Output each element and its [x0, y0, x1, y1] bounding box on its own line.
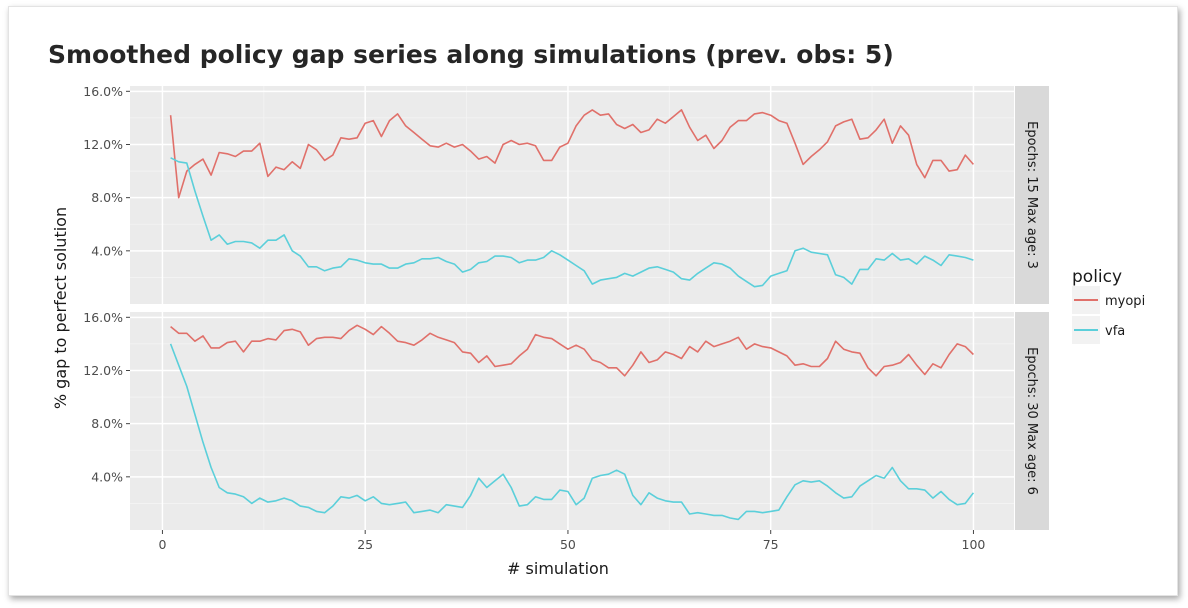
y-tick-label: 12.0% [83, 363, 123, 378]
legend-item-myopi: myopi [1072, 286, 1145, 314]
x-tick-label: 25 [357, 537, 373, 552]
facet-strip [1015, 312, 1049, 530]
y-axis-title: % gap to perfect solution [51, 207, 70, 409]
series-line-myopi [170, 324, 974, 377]
chart-title: Smoothed policy gap series along simulat… [48, 40, 894, 69]
y-tick-label: 8.0% [91, 190, 123, 205]
facet-strip-label: Epochs: 15 Max age: 3 [1024, 121, 1039, 269]
x-tick-label: 0 [158, 537, 166, 552]
y-tick-label: 12.0% [83, 137, 123, 152]
y-tick-label: 16.0% [83, 84, 123, 99]
y-tick-label: 4.0% [91, 469, 123, 484]
facet-panel-2: 4.0% 8.0% 12.0% 16.0% Epochs: 30 Max age: 6 [83, 310, 1049, 530]
legend-item-vfa: vfa [1072, 316, 1125, 344]
legend-label: myopi [1105, 294, 1145, 309]
x-tick-label: 50 [560, 537, 576, 552]
series-line-myopi [169, 109, 975, 199]
y-tick-label: 4.0% [91, 243, 123, 258]
x-tick-label: 100 [962, 537, 986, 552]
facet-strip [1015, 86, 1049, 304]
x-axis-title: # simulation [507, 559, 609, 578]
legend-title: policy [1072, 267, 1122, 287]
x-axis: 0 25 50 75 100 [158, 530, 985, 552]
y-tick-label: 16.0% [83, 310, 123, 325]
x-tick-label: 75 [763, 537, 779, 552]
facet-panel-1: 4.0% 8.0% 12.0% 16.0% Epochs: 15 Max age: 3 [83, 84, 1049, 304]
series-line-vfa [169, 343, 975, 521]
panel-background [130, 312, 1014, 530]
facet-panels: 4.0%8.0%12.0%16.0%Epochs: 15 Max age: 34… [83, 84, 1049, 530]
y-tick-label: 8.0% [91, 416, 123, 431]
panel-background [130, 86, 1014, 304]
facet-strip-label: Epochs: 30 Max age: 6 [1024, 347, 1039, 495]
series-line-vfa [170, 157, 974, 288]
legend-label: vfa [1105, 324, 1125, 339]
legend: policy myopi vfa [1072, 267, 1145, 344]
